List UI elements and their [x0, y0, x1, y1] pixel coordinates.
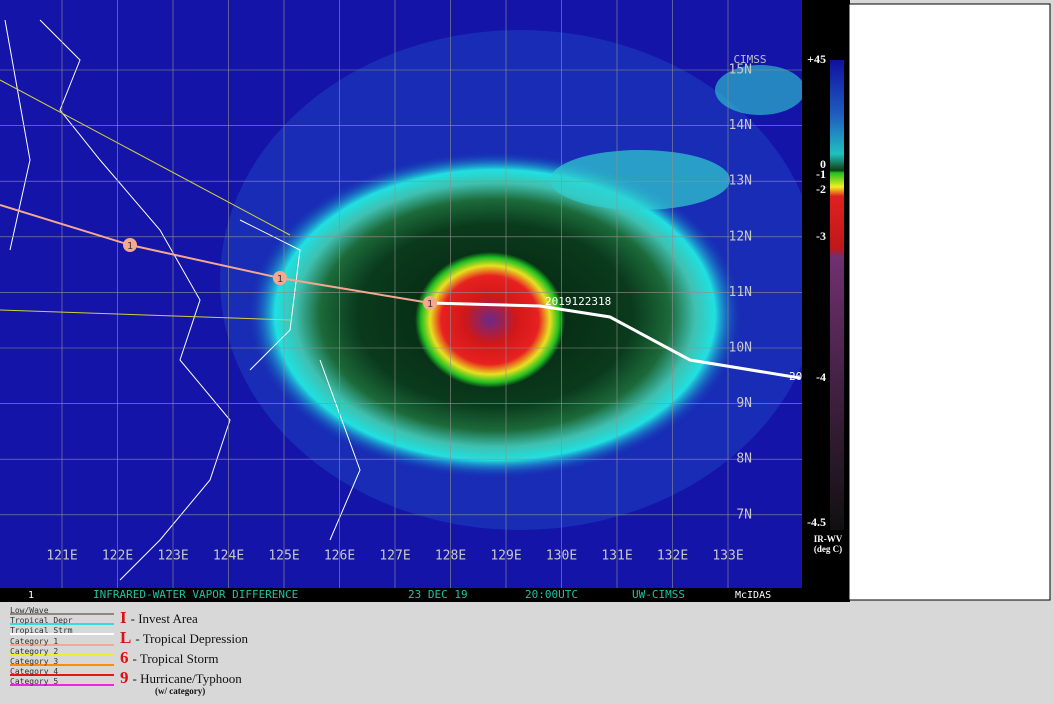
colorbar-labels: +45 0-1-2 -3 -4 -4.5 [807, 52, 826, 529]
lat-label: 15N [729, 63, 752, 78]
track-marker-label: 1 [277, 274, 283, 285]
cloud-patch [715, 65, 805, 115]
lon-label: 123E [157, 549, 188, 564]
footer-source: UW-CIMSS [632, 588, 685, 601]
colorbar-label: +45 [807, 52, 826, 66]
track-marker [423, 296, 437, 310]
satellite-map: 121E 122E 123E 124E 125E 126E 127E 128E 129E 130E… [0, 0, 1051, 602]
legend-label: Tropical Strm [10, 626, 73, 636]
lon-label: 121E [46, 549, 77, 564]
legend-line [10, 613, 114, 615]
legend-label: Category 1 [10, 636, 59, 646]
legend-label: Tropical Depr [10, 616, 73, 626]
grid: 121E 122E 123E 124E 125E 126E 127E 128E 129E 130E… [0, 0, 802, 588]
legend-glyph: L [120, 628, 132, 647]
legend-note: (w/ category) [155, 686, 206, 696]
lon-label: 133E [712, 549, 743, 564]
colorbar-label: -3 [816, 229, 826, 243]
colorbar-label: -4 [816, 370, 826, 384]
footer-time: 20:00UTC [525, 588, 578, 601]
colorbar-units: (deg C) [814, 544, 842, 554]
colorbar [830, 60, 844, 530]
legend-symbol-row: 6- Tropical Storm [120, 648, 218, 668]
lat-label: 11N [729, 285, 752, 300]
legend-line [10, 664, 114, 666]
colorbar-label: 0 [820, 157, 826, 171]
legend-symbol-row: I- Invest Area [120, 608, 198, 628]
legend-line [10, 643, 114, 646]
legend-glyph: 6 [120, 648, 129, 667]
legend-label: Category 4 [10, 667, 59, 677]
legend-symbol-row: 9- Hurricane/Typhoon [120, 668, 242, 688]
legend-label: Category 5 [10, 677, 59, 687]
legend-label: Category 3 [10, 657, 59, 666]
track-marker-label: 1 [127, 241, 133, 252]
coastlines [4, 19, 361, 581]
track-line [0, 79, 291, 236]
lat-label: 10N [729, 341, 752, 356]
track-markers: 1 1 1 [123, 238, 437, 310]
lon-label: 122E [102, 549, 133, 564]
lon-label: 124E [213, 549, 244, 564]
legend-line [10, 633, 114, 636]
legend-label: Category 2 [10, 646, 59, 656]
footer-frame: 1 [28, 590, 34, 601]
track-marker [273, 271, 287, 285]
legend-line [10, 623, 114, 626]
lat-label: 14N [729, 118, 752, 133]
footer-product: INFRARED-WATER VAPOR DIFFERENCE [93, 588, 298, 601]
track-cat1 [0, 204, 431, 304]
legend-label: Low/Wave [10, 606, 49, 615]
lat-label: 9N [736, 396, 752, 411]
track-marker [123, 238, 137, 252]
storm-core [415, 252, 565, 388]
legend-glyph: I [120, 608, 127, 627]
storm-time-label: 2019122318 [545, 295, 611, 308]
legend-symbol-label: - Hurricane/Typhoon [132, 671, 242, 686]
legend-line [10, 674, 114, 677]
logo: CIMSS [733, 53, 766, 66]
footer-date: 23 DEC 19 [408, 588, 468, 601]
track-end-label: 20 [789, 370, 802, 383]
legend-symbol-row: L- Tropical Depression [120, 628, 248, 648]
lat-label: 8N [736, 452, 752, 467]
track-line [0, 309, 291, 321]
lon-label: 128E [435, 549, 466, 564]
lon-label: 126E [324, 549, 355, 564]
track-storm [429, 301, 801, 380]
cloud-arm [550, 150, 730, 210]
lat-label: 13N [729, 174, 752, 189]
lon-label: 129E [490, 549, 521, 564]
colorbar-label: -2 [816, 182, 826, 196]
legend-symbol-label: - Invest Area [130, 611, 198, 626]
legend-line [10, 684, 114, 687]
footer-software: McIDAS [735, 590, 771, 601]
legend-symbol-label: - Tropical Storm [132, 651, 219, 666]
lat-label: 12N [729, 229, 752, 244]
colorbar-title: IR-WV [814, 534, 843, 544]
legend-glyph: 9 [120, 668, 129, 687]
footer-bar [0, 588, 802, 602]
lon-label: 130E [546, 549, 577, 564]
lon-label: 125E [268, 549, 299, 564]
lon-label: 127E [379, 549, 410, 564]
legend-symbol-label: - Tropical Depression [135, 631, 249, 646]
colorbar-label: -1 [816, 167, 826, 181]
colorbar-label: -4.5 [807, 515, 826, 529]
track-marker-label: 1 [427, 299, 433, 310]
lon-label: 132E [657, 549, 688, 564]
lat-label: 7N [736, 507, 752, 522]
blank-panel [848, 3, 1051, 601]
legend-line [10, 653, 114, 656]
lon-label: 131E [601, 549, 632, 564]
